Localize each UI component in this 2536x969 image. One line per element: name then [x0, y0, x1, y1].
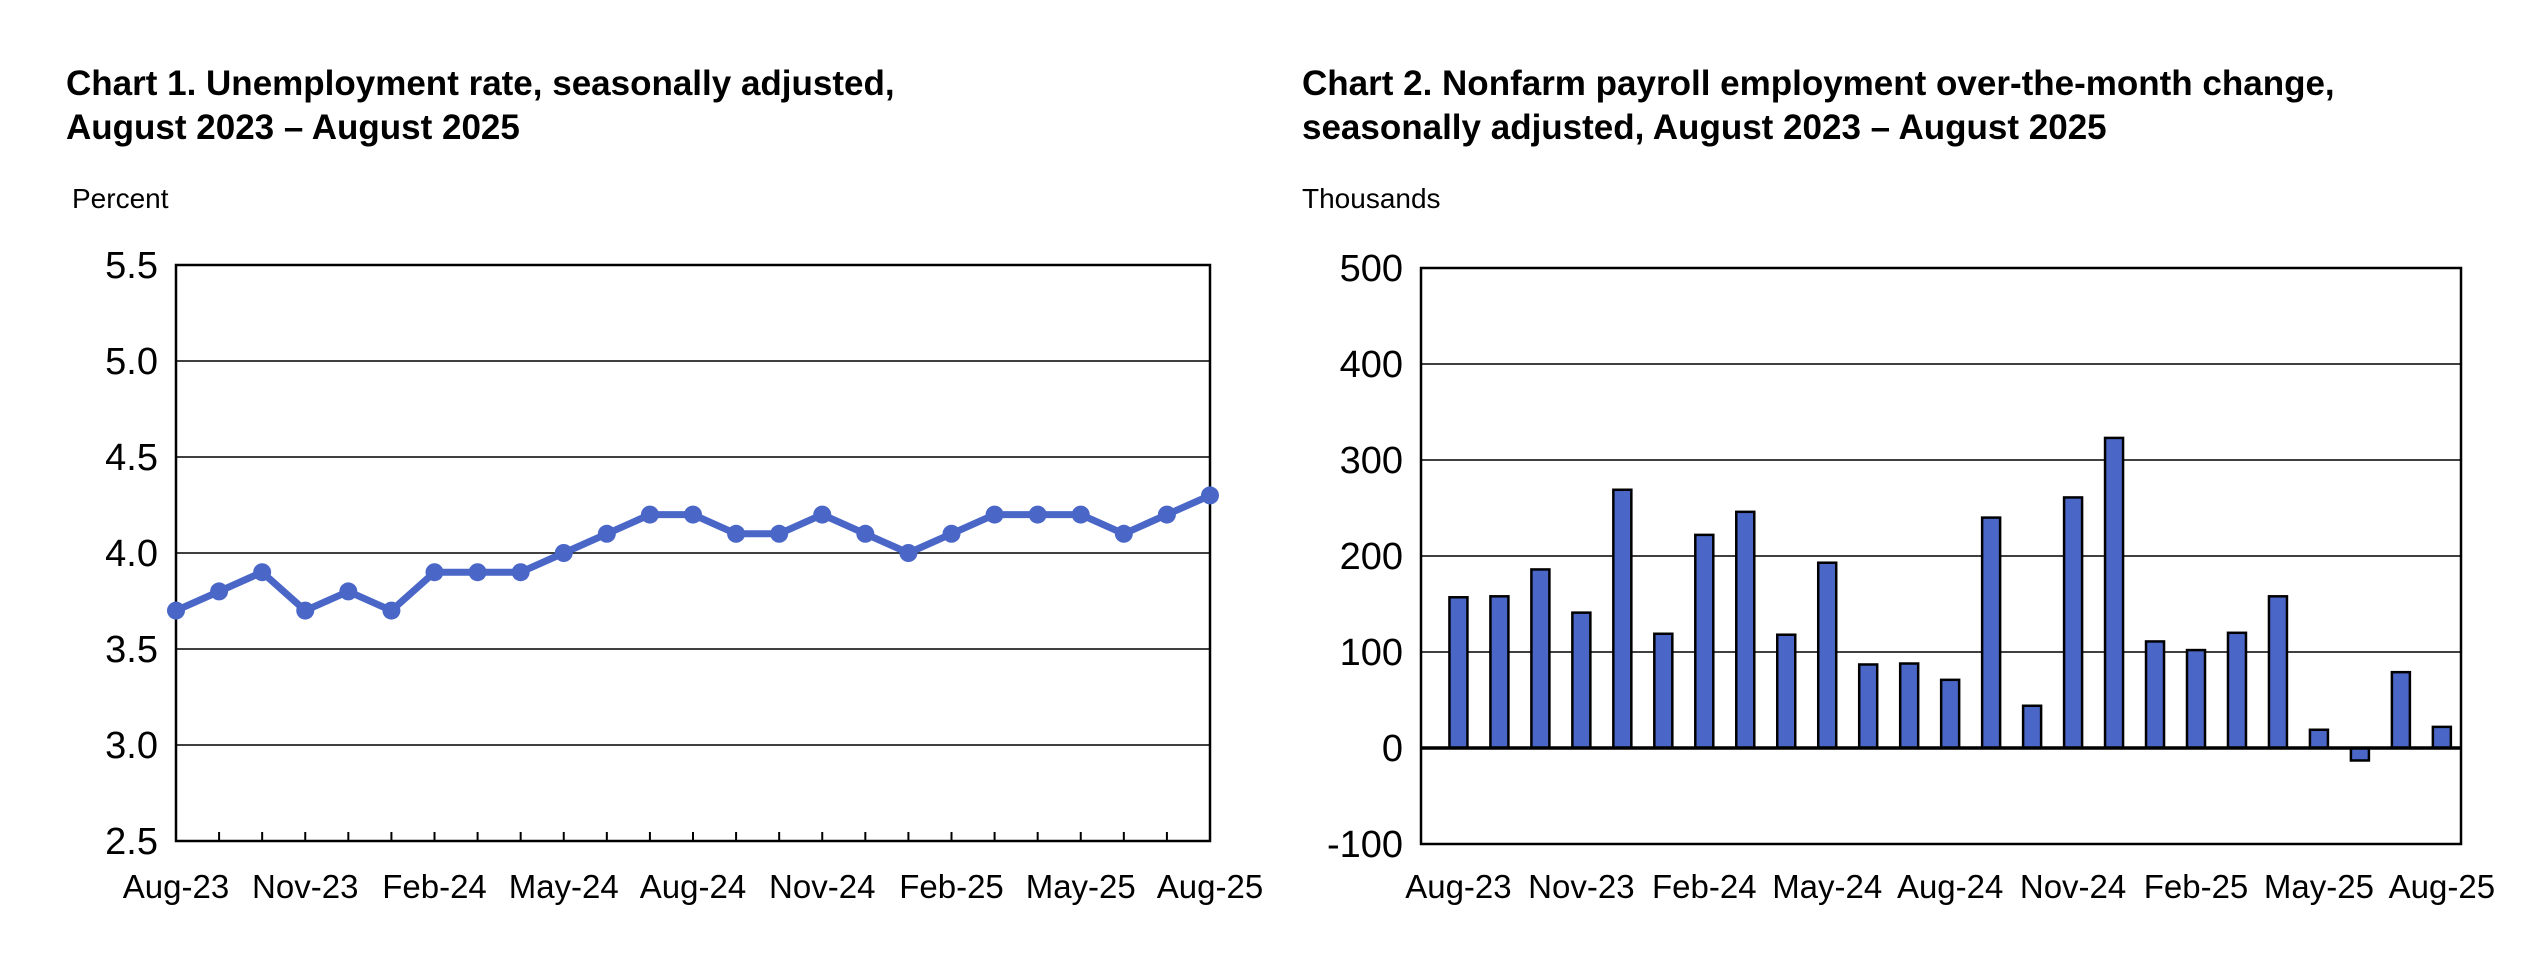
chart2-bar — [1653, 632, 1674, 750]
chart2-bar — [1857, 663, 1879, 750]
chart2-title-line1: Chart 2. Nonfarm payroll employment over… — [1302, 64, 2335, 103]
chart2-bar — [2226, 631, 2248, 750]
chart1-data-point — [1157, 505, 1176, 524]
chart1-data-point — [985, 505, 1004, 524]
chart1-x-tick-label: May-24 — [509, 868, 619, 905]
chart2-x-tick-label: Aug-25 — [2389, 868, 2495, 905]
chart1-x-tick-label: Feb-24 — [382, 868, 487, 905]
chart1-title: Chart 1. Unemployment rate, seasonally a… — [66, 62, 895, 150]
chart2-bar — [2431, 725, 2453, 750]
chart2-y-tick-label: 0 — [1382, 728, 1403, 770]
chart1-data-point — [339, 582, 358, 601]
chart1-data-point — [1201, 486, 1219, 505]
chart1-y-tick-label: 3.5 — [105, 629, 158, 671]
chart1-data-point — [1114, 524, 1133, 543]
chart2-y-unit: Thousands — [1302, 183, 1441, 214]
chart2-y-tick-label: 500 — [1340, 248, 1403, 290]
chart1-x-tick-label: Nov-24 — [769, 868, 875, 905]
chart2-bar — [1530, 568, 1551, 750]
chart1-y-tick-label: 4.0 — [105, 533, 158, 575]
chart2-x-tick-label: Aug-23 — [1405, 868, 1511, 905]
chart2-x-tick-label: Feb-24 — [1652, 868, 1757, 905]
chart1-x-tick-label: Aug-25 — [1157, 868, 1263, 905]
chart2-y-tick-label: -100 — [1327, 824, 1403, 866]
chart2-bar — [1980, 516, 2002, 750]
chart2-bar — [1939, 678, 1961, 750]
chart2-bar — [2185, 648, 2207, 750]
chart2-bar — [1735, 510, 1756, 750]
chart2-bar — [2103, 436, 2125, 750]
chart1-data-point — [640, 505, 659, 524]
chart1-data-point — [511, 563, 530, 582]
chart2-bar — [1898, 662, 1920, 750]
chart1-data-point — [942, 524, 961, 543]
chart2-bar — [2144, 640, 2166, 750]
chart1-data-point — [167, 601, 185, 620]
chart1-data-point — [1071, 505, 1090, 524]
chart1-data-point — [468, 563, 487, 582]
chart2-bar — [1694, 533, 1715, 750]
chart2-title-line2: seasonally adjusted, August 2023 – Augus… — [1302, 108, 2107, 147]
chart2-bar — [1571, 611, 1592, 750]
chart2-plot-border — [1419, 266, 2463, 846]
chart2-y-tick-label: 300 — [1340, 440, 1403, 482]
chart1-data-point — [382, 601, 401, 620]
chart1-data-point — [727, 524, 746, 543]
chart1-title-line1: Chart 1. Unemployment rate, seasonally a… — [66, 64, 895, 103]
chart1-x-tick-label: May-25 — [1026, 868, 1136, 905]
chart2-x-tick-label: Nov-24 — [2020, 868, 2126, 905]
chart1-data-point — [210, 582, 229, 601]
chart1-data-point — [597, 524, 616, 543]
chart1-data-point — [296, 601, 315, 620]
chart1-x-tick-label: Nov-23 — [252, 868, 358, 905]
chart2-bar — [2021, 704, 2043, 750]
chart2-y-tick-label: 100 — [1340, 632, 1403, 674]
chart2-bar — [2349, 746, 2371, 762]
chart2-y-tick-label: 400 — [1340, 344, 1403, 386]
chart2-x-tick-label: Aug-24 — [1897, 868, 2003, 905]
chart2-bar — [1489, 595, 1510, 750]
chart2-bar — [1612, 488, 1633, 750]
chart1-y-tick-label: 4.5 — [105, 437, 158, 479]
chart1-data-point — [554, 544, 573, 562]
chart1-x-tick-label: Feb-25 — [899, 868, 1004, 905]
chart1-y-tick-label: 5.5 — [105, 245, 158, 287]
chart1-title-line2: August 2023 – August 2025 — [66, 108, 520, 147]
chart1-data-point — [425, 563, 444, 582]
chart1-data-point — [253, 563, 272, 582]
chart2-bar — [2308, 728, 2330, 750]
chart1-data-point — [813, 505, 832, 524]
chart1-x-tick-label: Aug-24 — [640, 868, 746, 905]
chart1-data-point — [684, 505, 702, 524]
chart2-bar — [1816, 561, 1838, 750]
chart1-data-point — [899, 544, 918, 562]
chart1-data-point — [1028, 505, 1047, 524]
chart2-x-tick-label: Nov-23 — [1528, 868, 1634, 905]
chart1-y-unit: Percent — [72, 183, 169, 214]
chart2-x-tick-label: May-24 — [1772, 868, 1882, 905]
chart2-y-tick-label: 200 — [1340, 536, 1403, 578]
chart2-title: Chart 2. Nonfarm payroll employment over… — [1302, 62, 2335, 150]
chart2-bar — [2062, 496, 2084, 750]
chart2-bar — [2267, 595, 2289, 750]
chart1-y-tick-label: 2.5 — [105, 821, 158, 863]
chart2-bar — [1775, 633, 1797, 750]
chart2-bar — [2390, 670, 2412, 750]
chart2-x-tick-label: May-25 — [2264, 868, 2374, 905]
chart1-y-tick-label: 5.0 — [105, 341, 158, 383]
chart1-data-point — [770, 524, 789, 543]
chart2-x-tick-label: Feb-25 — [2144, 868, 2249, 905]
chart1-y-tick-label: 3.0 — [105, 725, 158, 767]
chart2-bar — [1448, 596, 1469, 750]
chart1-x-tick-label: Aug-23 — [123, 868, 229, 905]
chart1-data-point — [856, 524, 875, 543]
